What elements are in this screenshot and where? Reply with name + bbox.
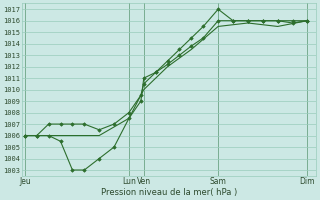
X-axis label: Pression niveau de la mer( hPa ): Pression niveau de la mer( hPa ) <box>101 188 237 197</box>
